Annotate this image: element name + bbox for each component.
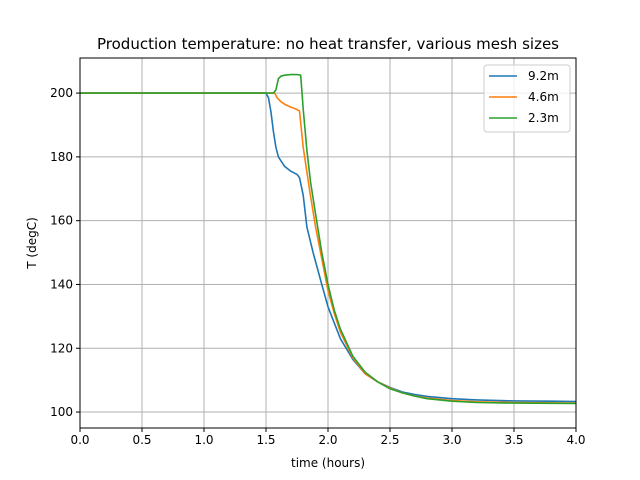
x-axis-label: time (hours) <box>291 456 365 470</box>
y-tick-label: 200 <box>50 86 73 100</box>
legend: 9.2m 4.6m 2.3m <box>483 64 571 133</box>
x-tick-label: 2.5 <box>380 433 399 447</box>
legend-label: 2.3m <box>528 111 559 125</box>
y-tick-label: 120 <box>50 341 73 355</box>
series-lines <box>80 73 577 405</box>
series-line-2.3m <box>80 73 577 405</box>
series-line-9.2m <box>80 92 577 403</box>
x-tick-label: 1.0 <box>194 433 213 447</box>
x-tick-label: 2.0 <box>318 433 337 447</box>
grid <box>79 58 577 428</box>
legend-frame <box>483 64 571 133</box>
y-tick-label: 100 <box>50 405 73 419</box>
x-tick-label: 0.5 <box>132 433 151 447</box>
x-tick-label: 3.0 <box>442 433 461 447</box>
x-tick-label: 3.5 <box>504 433 523 447</box>
y-tick-label: 160 <box>50 214 73 228</box>
x-tick-label: 4.0 <box>566 433 585 447</box>
chart-title: Production temperature: no heat transfer… <box>97 35 559 53</box>
y-tick-label: 180 <box>50 150 73 164</box>
axis-ticks: 0.0 0.5 1.0 1.5 2.0 2.5 3.0 3.5 4.0 100 120 140 160 1… <box>50 86 585 447</box>
x-tick-label: 1.5 <box>256 433 275 447</box>
legend-label: 9.2m <box>528 69 559 83</box>
y-tick-label: 140 <box>50 277 73 291</box>
legend-label: 4.6m <box>528 90 559 104</box>
y-axis-label: T (degC) <box>25 217 39 270</box>
x-tick-label: 0.0 <box>70 433 89 447</box>
